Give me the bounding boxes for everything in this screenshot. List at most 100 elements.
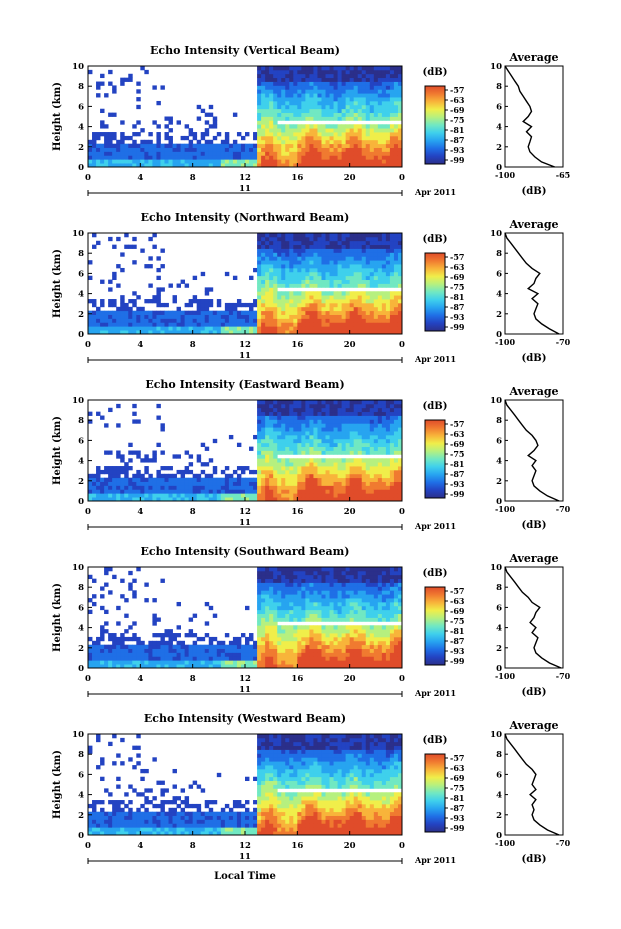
heatmap-cell bbox=[337, 233, 343, 238]
heatmap-cell bbox=[136, 660, 141, 665]
heatmap-cell bbox=[325, 104, 330, 110]
heatmap-cell bbox=[313, 69, 318, 75]
heatmap-cell bbox=[289, 431, 294, 436]
heatmap-cell bbox=[108, 466, 113, 471]
heatmap-cell bbox=[345, 493, 351, 498]
heatmap-cell bbox=[297, 318, 302, 323]
heatmap-cell bbox=[160, 310, 165, 315]
heatmap-cell bbox=[385, 493, 391, 498]
heatmap-cell bbox=[261, 322, 266, 327]
heatmap-cell bbox=[313, 322, 318, 327]
heatmap-cell bbox=[265, 411, 270, 416]
heatmap-cell bbox=[277, 267, 282, 273]
heatmap-cell bbox=[285, 609, 290, 615]
heatmap-cell bbox=[216, 163, 222, 168]
heatmap-cell bbox=[289, 264, 294, 269]
heatmap-cell bbox=[337, 423, 343, 428]
heatmap-cell bbox=[253, 656, 258, 661]
heatmap-cell bbox=[257, 423, 262, 428]
heatmap-cell bbox=[144, 330, 149, 335]
heatmap-cell bbox=[265, 310, 270, 315]
heatmap-cell bbox=[293, 283, 298, 288]
heatmap-cell bbox=[257, 648, 262, 653]
heatmap-cell bbox=[232, 481, 238, 486]
heatmap-cell bbox=[333, 403, 338, 409]
heatmap-cell bbox=[337, 446, 343, 451]
heatmap-cell bbox=[261, 477, 266, 482]
heatmap-cell bbox=[349, 450, 355, 455]
heatmap-cell bbox=[305, 147, 310, 152]
heatmap-cell bbox=[389, 431, 395, 436]
heatmap-cell bbox=[397, 240, 403, 246]
heatmap-cell bbox=[208, 489, 214, 494]
heatmap-cell bbox=[329, 605, 334, 611]
heatmap-cell bbox=[112, 310, 117, 315]
heatmap-cell bbox=[353, 240, 359, 246]
heatmap-cell bbox=[337, 605, 343, 611]
heatmap-cell bbox=[281, 586, 286, 591]
heatmap-cell bbox=[329, 415, 334, 420]
heatmap-cell bbox=[104, 330, 109, 335]
heatmap-cell bbox=[381, 473, 387, 479]
heatmap-cell bbox=[285, 652, 290, 657]
heatmap-cell bbox=[389, 108, 395, 114]
heatmap-cell bbox=[321, 326, 326, 331]
heatmap-cell bbox=[361, 77, 367, 82]
heatmap-cell bbox=[365, 489, 371, 494]
heatmap-cell bbox=[309, 299, 314, 304]
heatmap-cell bbox=[317, 438, 322, 444]
heatmap-cell bbox=[285, 264, 290, 269]
heatmap-cell bbox=[333, 590, 338, 595]
heatmap-cell bbox=[285, 567, 290, 572]
heatmap-cell bbox=[377, 310, 383, 315]
heatmap-cell bbox=[240, 151, 246, 156]
heatmap-cell bbox=[301, 128, 306, 133]
heatmap-cell bbox=[321, 466, 326, 471]
heatmap-cell bbox=[140, 477, 145, 482]
heatmap-cell bbox=[289, 163, 294, 168]
heatmap-cell bbox=[156, 664, 161, 669]
heatmap-cell bbox=[349, 314, 355, 319]
heatmap-cell bbox=[337, 629, 343, 634]
heatmap-cell bbox=[317, 128, 322, 133]
heatmap-cell bbox=[397, 283, 403, 288]
heatmap-cell bbox=[192, 493, 198, 498]
heatmap-cell bbox=[361, 415, 367, 420]
heatmap-cell bbox=[204, 318, 210, 323]
heatmap-cell bbox=[365, 275, 371, 281]
heatmap-cell bbox=[313, 314, 318, 319]
heatmap-cell bbox=[269, 648, 274, 653]
heatmap-cell bbox=[293, 233, 298, 238]
heatmap-cell bbox=[329, 275, 334, 281]
heatmap-cell bbox=[192, 485, 198, 490]
heatmap-cell bbox=[261, 462, 266, 467]
heatmap-cell bbox=[200, 481, 206, 486]
heatmap-cell bbox=[345, 419, 351, 424]
heatmap-cell bbox=[349, 306, 355, 312]
heatmap-cell bbox=[305, 244, 310, 249]
panel-title: Echo Intensity (Eastward Beam) bbox=[145, 378, 344, 391]
heatmap-cell bbox=[160, 473, 165, 479]
heatmap-cell bbox=[317, 279, 322, 284]
heatmap-cell bbox=[236, 318, 242, 323]
heatmap-cell bbox=[397, 159, 403, 164]
heatmap-cell bbox=[377, 159, 383, 164]
heatmap-cell bbox=[285, 601, 290, 607]
heatmap-cell bbox=[232, 318, 238, 323]
heatmap-cell bbox=[365, 163, 371, 168]
heatmap-cell bbox=[172, 326, 177, 331]
heatmap-cell bbox=[381, 233, 387, 238]
heatmap-cell bbox=[261, 598, 266, 603]
heatmap-cell bbox=[164, 640, 169, 646]
heatmap-cell bbox=[120, 656, 125, 661]
heatmap-cell bbox=[269, 322, 274, 327]
heatmap-cell bbox=[152, 481, 157, 486]
colorbar bbox=[424, 419, 446, 499]
heatmap-cell bbox=[261, 89, 266, 94]
heatmap-cell bbox=[317, 570, 322, 576]
heatmap-cell bbox=[257, 489, 262, 494]
heatmap-cell bbox=[281, 66, 286, 71]
heatmap-cell bbox=[325, 423, 330, 428]
heatmap-cell bbox=[176, 314, 181, 319]
heatmap-cell bbox=[269, 617, 274, 622]
